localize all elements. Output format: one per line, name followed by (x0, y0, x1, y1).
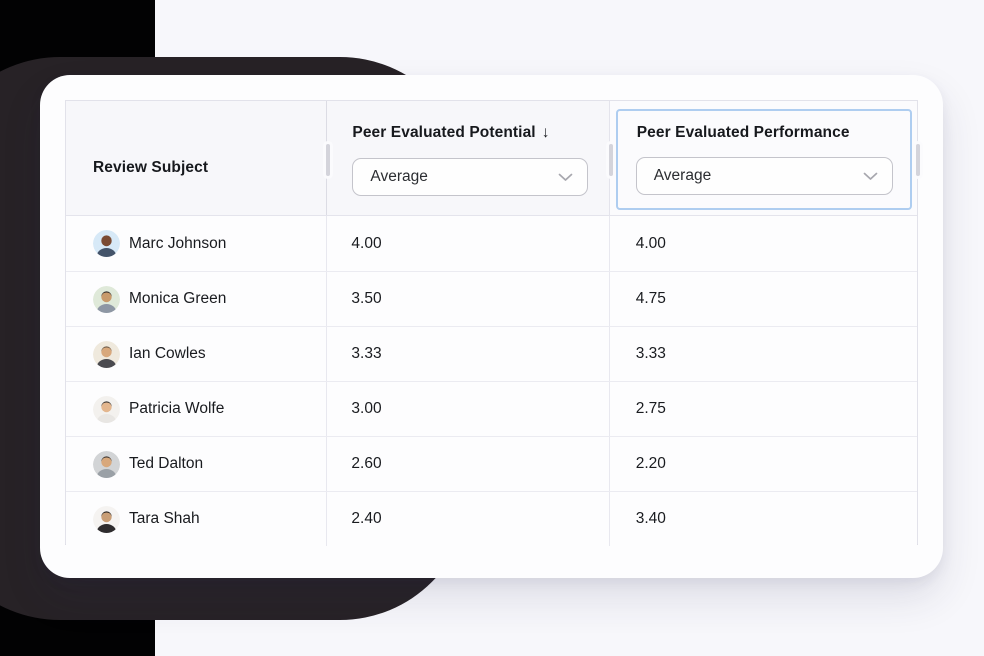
performance-value: 2.20 (635, 455, 666, 472)
review-subject-cell: Tara Shah (66, 492, 328, 546)
table-row[interactable]: Tara Shah 2.40 3.40 (66, 491, 917, 546)
chevron-down-icon (558, 173, 573, 182)
table-header-row: Review Subject Peer Evaluated Potential ↓… (66, 101, 920, 216)
potential-value: 3.00 (327, 382, 610, 436)
review-subject-name: Patricia Wolfe (129, 400, 225, 417)
selected-column-highlight: Peer Evaluated Performance Average (615, 109, 913, 210)
performance-value: 3.40 (635, 510, 666, 527)
review-subject-cell: Ian Cowles (66, 327, 328, 381)
review-subject-name: Tara Shah (129, 510, 200, 527)
potential-aggregation-select[interactable]: Average (352, 158, 589, 196)
performance-aggregation-select[interactable]: Average (635, 157, 893, 195)
potential-value: 2.40 (327, 492, 610, 546)
column-resize-handle[interactable] (916, 144, 920, 176)
table-row[interactable]: Monica Green 3.50 4.75 (66, 271, 917, 326)
table-row[interactable]: Ian Cowles 3.33 3.33 (66, 326, 917, 381)
potential-value: 3.33 (327, 327, 610, 381)
avatar (93, 395, 120, 423)
sort-descending-icon: ↓ (541, 124, 550, 141)
review-subject-cell: Patricia Wolfe (66, 382, 328, 436)
column-header-review-subject[interactable]: Review Subject (66, 101, 328, 215)
column-header-peer-evaluated-potential[interactable]: Peer Evaluated Potential ↓ Average (327, 101, 610, 215)
table-row[interactable]: Ted Dalton 2.60 2.20 (66, 436, 917, 491)
review-subject-cell: Monica Green (66, 272, 328, 326)
review-subject-name: Ian Cowles (129, 345, 206, 362)
performance-value: 3.33 (635, 345, 666, 362)
chevron-down-icon (863, 172, 878, 181)
column-resize-handle[interactable] (609, 144, 613, 176)
column-label: Review Subject (93, 159, 209, 176)
potential-value: 3.50 (327, 272, 610, 326)
performance-value: 2.75 (635, 400, 666, 417)
avatar (93, 230, 120, 257)
selected-option-label: Average (653, 167, 712, 184)
avatar (93, 285, 120, 313)
selected-option-label: Average (370, 168, 428, 185)
review-table: Review Subject Peer Evaluated Potential ↓… (65, 100, 920, 546)
column-label: Peer Evaluated Potential (352, 124, 536, 141)
avatar (93, 340, 120, 368)
potential-value: 4.00 (327, 216, 610, 271)
table-row[interactable]: Patricia Wolfe 3.00 2.75 (66, 381, 917, 436)
review-subject-name: Monica Green (129, 290, 227, 307)
table-row[interactable]: Marc Johnson 4.00 4.00 (66, 216, 917, 271)
avatar (93, 505, 120, 533)
app-card: Review Subject Peer Evaluated Potential ↓… (40, 75, 943, 578)
performance-value: 4.00 (635, 234, 666, 252)
review-subject-name: Ted Dalton (129, 455, 204, 472)
review-subject-cell: Marc Johnson (66, 216, 328, 271)
potential-value: 2.60 (327, 437, 610, 491)
column-resize-handle[interactable] (326, 144, 330, 176)
performance-value: 4.75 (635, 290, 666, 307)
review-subject-name: Marc Johnson (129, 234, 227, 252)
review-subject-cell: Ted Dalton (66, 437, 328, 491)
column-header-peer-evaluated-performance[interactable]: Peer Evaluated Performance Average (609, 101, 918, 215)
avatar (93, 450, 120, 478)
column-label: Peer Evaluated Performance (636, 124, 850, 141)
table-body: Marc Johnson 4.00 4.00 Monica Green 3.50… (66, 216, 917, 546)
